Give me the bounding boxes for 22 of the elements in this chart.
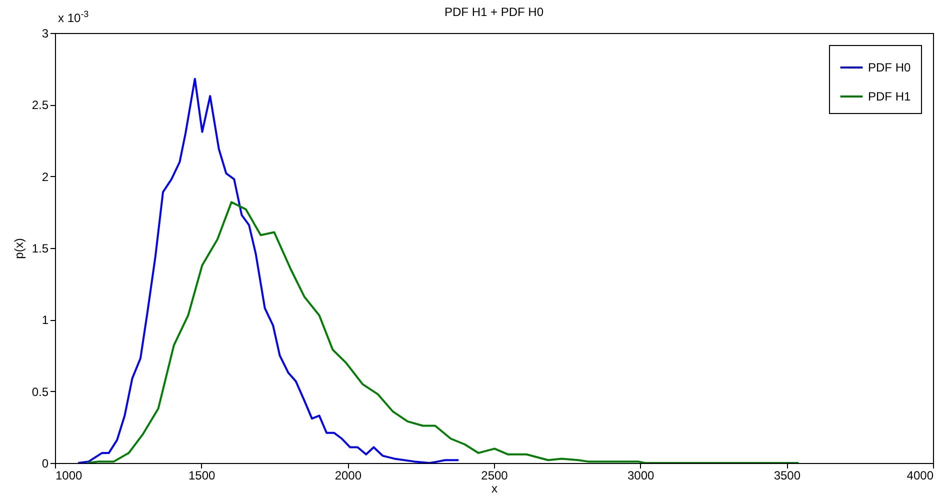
legend-label: PDF H1	[868, 90, 911, 104]
text: x 10$^{-3}$	[58, 9, 89, 25]
x-tick-label: 1500	[188, 468, 216, 482]
chart-title: PDF H1 + PDF H0	[444, 5, 544, 19]
x-tick-label: 3000	[627, 468, 655, 482]
y-axis-title: p(x)	[12, 238, 26, 259]
x-tick-label: 2500	[481, 468, 508, 482]
x-tick-label: 1000	[56, 468, 83, 482]
y-tick-label: 0	[42, 456, 49, 470]
x-tick-label: 4000	[906, 468, 934, 482]
y-tick-label: 1.5	[32, 242, 49, 256]
x-tick-label: 2000	[334, 468, 362, 482]
y-tick-label: 1	[42, 313, 49, 328]
y-tick-label: 3	[42, 26, 49, 40]
x-axis-title: x	[492, 482, 498, 496]
x-tick-label: 3500	[774, 468, 801, 482]
y-tick-label: 2	[42, 170, 49, 184]
y-tick-label: 2.5	[32, 98, 49, 112]
y-tick-label: 0.5	[32, 384, 49, 399]
legend-label: PDF H0	[868, 60, 911, 74]
line-series	[86, 201, 800, 463]
line-series	[77, 78, 460, 463]
